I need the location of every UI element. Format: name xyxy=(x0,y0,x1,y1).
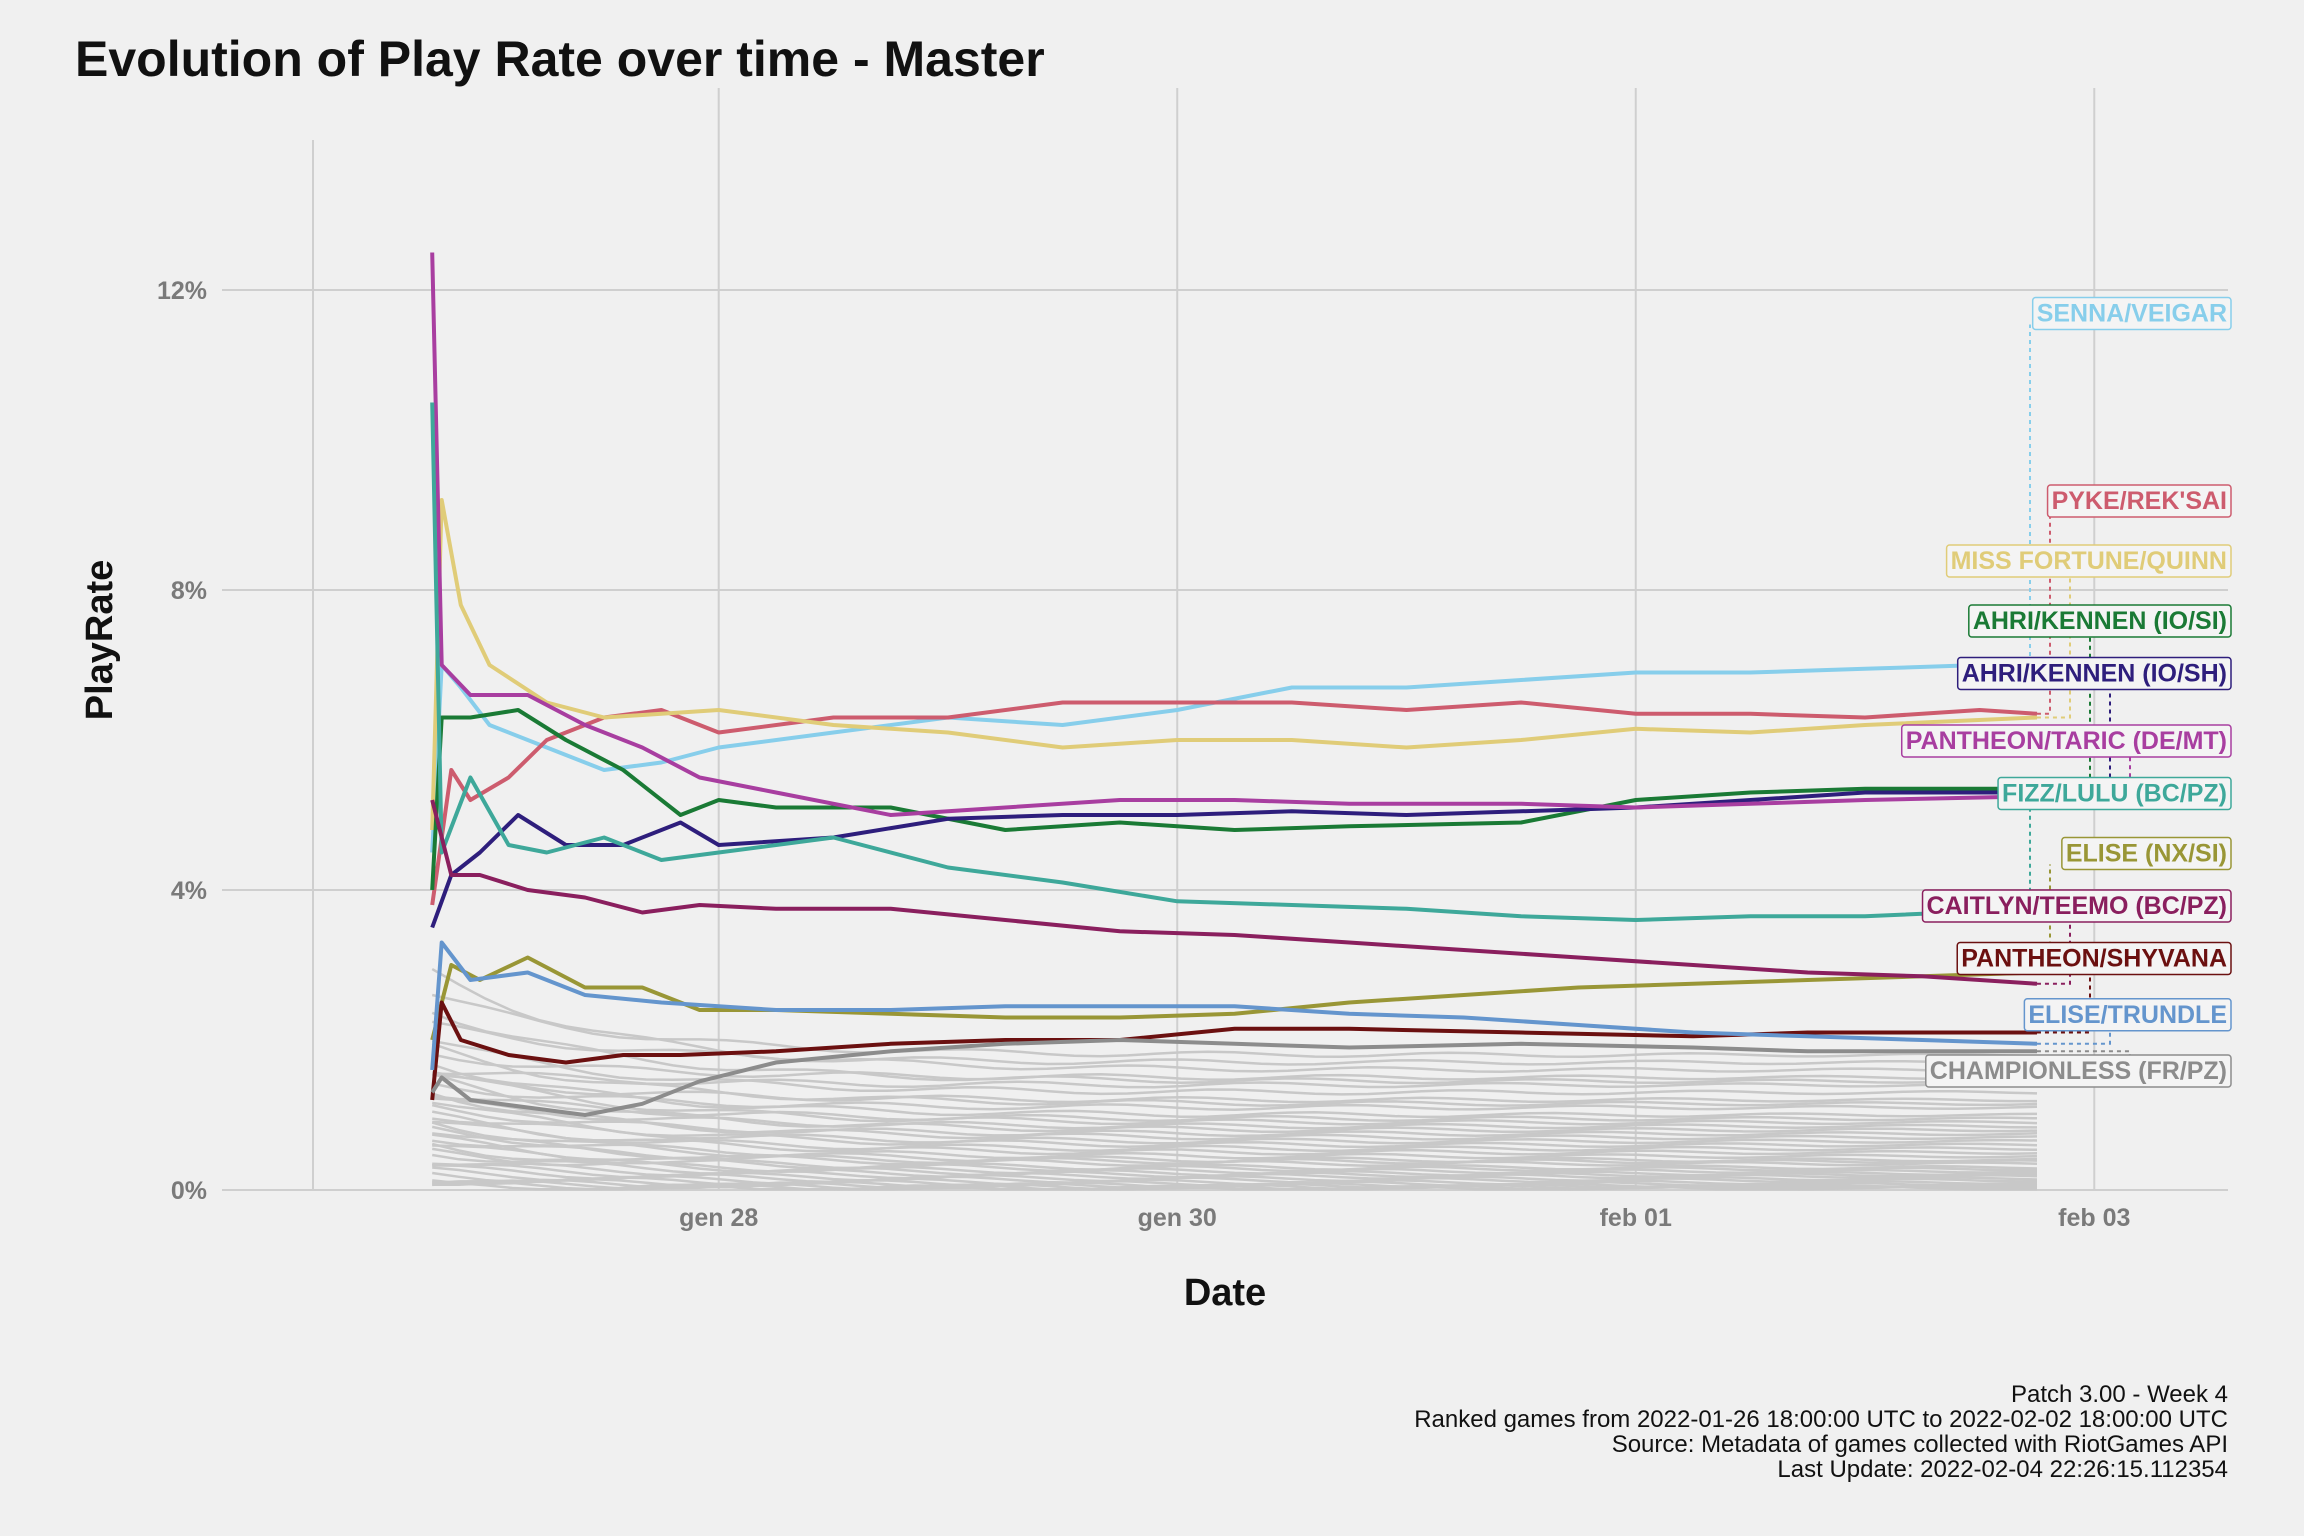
background-series-line xyxy=(432,1144,2038,1171)
background-series-line xyxy=(431,1092,2038,1141)
highlighted-series xyxy=(430,252,2038,1117)
series-label-box xyxy=(1921,889,2232,923)
series-label-box xyxy=(1900,724,2232,758)
series-line xyxy=(430,252,2038,817)
background-series-line xyxy=(431,1082,2038,1111)
y-tick-label: 8% xyxy=(171,577,207,605)
series-label: AHRI/KENNEN (IO/SH) xyxy=(1956,656,2232,691)
x-tick-label: feb 01 xyxy=(1600,1204,1672,1232)
y-tick-label: 12% xyxy=(157,277,207,305)
chart-title: Evolution of Play Rate over time - Maste… xyxy=(75,31,1045,87)
series-label-box xyxy=(1956,656,2232,691)
background-series-line xyxy=(432,1164,2038,1184)
series-line xyxy=(430,402,2038,922)
caption-line: Patch 3.00 - Week 4 xyxy=(2010,1381,2228,1408)
y-tick-label: 4% xyxy=(171,877,207,905)
background-series-line xyxy=(431,1042,2038,1107)
caption-line: Source: Metadata of games collected with… xyxy=(1611,1431,2228,1458)
label-connector xyxy=(2036,512,2051,715)
series-label-text: AHRI/KENNEN (IO/SH) xyxy=(1962,660,2227,688)
background-series-line xyxy=(431,1110,2038,1156)
series-label-text: ELISE/TRUNDLE xyxy=(2028,1001,2227,1029)
background-series-line xyxy=(431,1053,2038,1081)
series-line xyxy=(430,1038,2037,1117)
label-connector xyxy=(2036,572,2071,719)
background-series-line xyxy=(432,1073,2037,1104)
series-label-text: SENNA/VEIGAR xyxy=(2037,300,2227,328)
series-label: AHRI/KENNEN (IO/SI) xyxy=(1968,604,2232,638)
series-label: PANTHEON/TARIC (DE/MT) xyxy=(1900,724,2232,758)
series-line xyxy=(430,1000,2037,1101)
x-axis-title: Date xyxy=(1184,1272,1266,1314)
series-label-text: FIZZ/LULU (BC/PZ) xyxy=(2002,780,2227,808)
series-label-text: PANTHEON/SHYVANA xyxy=(1961,945,2227,973)
series-label: ELISE/TRUNDLE xyxy=(2023,998,2232,1032)
caption-line: Ranked games from 2022-01-26 18:00:00 UT… xyxy=(1414,1406,2228,1433)
series-label-text: AHRI/KENNEN (IO/SI) xyxy=(1973,607,2227,635)
background-series-line xyxy=(432,1101,2038,1149)
y-tick-label: 0% xyxy=(171,1177,207,1205)
background-series-line xyxy=(432,1133,2038,1173)
series-label-box xyxy=(1925,1054,2232,1088)
series-label-text: CAITLYN/TEEMO (BC/PZ) xyxy=(1927,892,2227,920)
series-label-text: PYKE/REK'SAI xyxy=(2052,487,2227,515)
label-connector xyxy=(2036,917,2071,985)
series-label-text: PANTHEON/TARIC (DE/MT) xyxy=(1906,727,2227,755)
series-label: MISS FORTUNE/QUINN xyxy=(1945,544,2232,578)
series-label-text: MISS FORTUNE/QUINN xyxy=(1951,547,2227,575)
background-series-line xyxy=(431,1070,2038,1126)
background-series-line xyxy=(431,1125,2038,1160)
background-series-line xyxy=(432,1117,2038,1145)
series-label: FIZZ/LULU (BC/PZ) xyxy=(1997,776,2232,811)
label-connector xyxy=(2036,969,2091,1034)
caption: Patch 3.00 - Week 4 Ranked games from 202… xyxy=(1414,1382,2228,1482)
series-line xyxy=(430,663,2037,853)
background-series-line xyxy=(431,968,2038,1073)
label-connector xyxy=(2036,1025,2111,1045)
series-line xyxy=(430,955,2038,1041)
background-series-line xyxy=(431,1103,2038,1138)
series-line xyxy=(430,708,2037,891)
series-label-box xyxy=(2046,484,2232,518)
series-line xyxy=(430,940,2038,1071)
background-series-line xyxy=(432,1097,2038,1130)
series-label: PYKE/REK'SAI xyxy=(2046,484,2232,518)
x-tick-label: gen 28 xyxy=(679,1204,758,1232)
background-series-line xyxy=(431,1063,2038,1119)
label-connector xyxy=(2036,752,2131,798)
series-labels: SENNA/VEIGAR PYKE/REK'SAI MISS FORTUNE/QUI… xyxy=(1900,296,2232,1088)
series-label-box xyxy=(2061,836,2232,871)
series-label-box xyxy=(1956,941,2232,976)
series-label-text: ELISE (NX/SI) xyxy=(2066,840,2227,868)
label-connector xyxy=(2036,632,2091,790)
series-label-box xyxy=(2023,998,2232,1032)
series-label-box xyxy=(2031,296,2232,331)
background-series xyxy=(431,968,2038,1191)
axis-tick-labels: 0% 4% 8% 12% gen 28 gen 30 feb 01 feb 03 xyxy=(157,277,2130,1232)
background-series-line xyxy=(432,1181,2038,1191)
series-label: CAITLYN/TEEMO (BC/PZ) xyxy=(1921,889,2232,923)
background-series-line xyxy=(431,1020,2038,1066)
grid xyxy=(222,88,2228,1191)
background-series-line xyxy=(431,1072,2038,1134)
series-label: PANTHEON/SHYVANA xyxy=(1956,941,2232,976)
y-axis-title: PlayRate xyxy=(79,560,121,721)
series-label-box xyxy=(1945,544,2232,578)
series-line xyxy=(430,700,2038,906)
background-series-line xyxy=(431,993,2038,1059)
x-tick-label: gen 30 xyxy=(1138,1204,1217,1232)
caption-line: Last Update: 2022-02-04 22:26:15.112354 xyxy=(1777,1456,2228,1483)
series-label: ELISE (NX/SI) xyxy=(2061,836,2232,871)
series-label: SENNA/VEIGAR xyxy=(2031,296,2232,331)
series-line xyxy=(430,799,2038,986)
series-label: CHAMPIONLESS (FR/PZ) xyxy=(1925,1054,2232,1088)
series-label-text: CHAMPIONLESS (FR/PZ) xyxy=(1930,1057,2227,1085)
series-label-box xyxy=(1997,776,2232,811)
series-line xyxy=(430,498,2038,831)
x-tick-label: feb 03 xyxy=(2058,1204,2130,1232)
series-label-box xyxy=(1968,604,2232,638)
background-series-line xyxy=(431,1011,2038,1085)
